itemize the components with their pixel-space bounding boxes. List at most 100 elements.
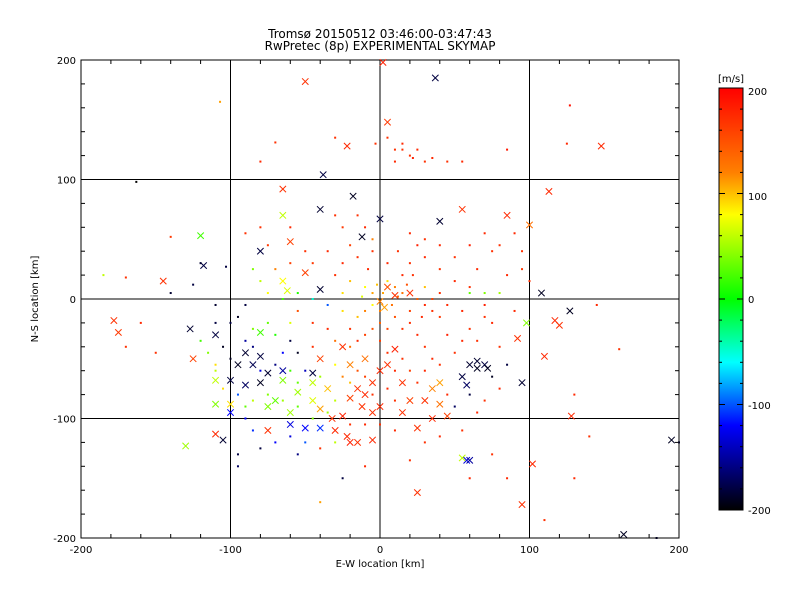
data-point-dot (371, 393, 374, 396)
data-point-dot (364, 465, 367, 468)
data-point-dot (393, 429, 396, 432)
data-point-dot (236, 465, 239, 468)
data-point-dot (251, 268, 254, 271)
data-point-x-marker (234, 361, 242, 369)
data-point-dot (274, 268, 277, 271)
data-point-dot (416, 298, 419, 300)
data-point-x-marker (346, 438, 354, 446)
colorbar-ticks (719, 87, 743, 511)
y-tick-label: 200 (57, 56, 76, 67)
data-point-x-marker (110, 316, 118, 325)
data-point-dot (334, 136, 337, 139)
data-point-dot (214, 321, 217, 324)
data-point-x-marker (473, 364, 481, 372)
data-point-x-marker (436, 400, 444, 408)
data-point-dot (281, 351, 284, 354)
data-point-x-marker (309, 369, 317, 377)
data-point-x-marker (667, 436, 676, 444)
data-point-x-marker (383, 361, 392, 369)
data-point-x-marker (406, 289, 414, 297)
data-point-x-marker (354, 438, 362, 446)
data-point-dot (386, 262, 389, 265)
data-point-x-marker (406, 397, 414, 405)
data-point-dot (199, 339, 202, 342)
data-point-dot (274, 333, 277, 336)
data-point-dot (244, 339, 247, 342)
data-point-x-marker (264, 426, 272, 435)
data-point-dot (326, 411, 329, 414)
data-point-x-marker (256, 247, 264, 255)
data-point-dot (296, 405, 299, 408)
data-point-dot (371, 327, 374, 330)
data-point-dot (311, 417, 314, 420)
data-point-x-marker (380, 303, 389, 311)
data-point-dot (356, 369, 359, 372)
data-point-dot (364, 226, 367, 229)
data-point-x-marker (522, 319, 531, 327)
data-point-x-marker (398, 408, 406, 417)
data-point-dot (266, 244, 269, 247)
data-point-x-marker (458, 373, 466, 381)
data-point-dot (483, 399, 486, 402)
data-point-dot (274, 441, 277, 444)
data-point-x-marker (428, 414, 436, 423)
data-point-x-marker (503, 211, 511, 219)
data-point-dot (169, 292, 172, 295)
data-point-dot (289, 262, 292, 265)
y-tick-label: 0 (70, 295, 76, 306)
data-point-x-marker (466, 361, 474, 369)
data-point-x-marker (279, 211, 287, 219)
data-point-x-marker (226, 376, 235, 384)
data-point-dot (408, 309, 411, 312)
data-point-dot (236, 393, 239, 396)
data-point-dot (438, 363, 441, 366)
data-point-dot (334, 441, 337, 444)
data-point-dot (416, 381, 419, 384)
data-point-dot (483, 303, 486, 306)
data-point-dot (289, 226, 292, 229)
y-axis-label: N-S location [km] (30, 256, 41, 343)
data-point-dot (361, 295, 364, 298)
data-point-x-marker (368, 408, 377, 417)
data-point-dot (431, 156, 434, 159)
data-point-dot (438, 315, 441, 318)
data-point-dot (393, 286, 396, 289)
data-point-dot (379, 309, 381, 312)
data-point-dot (222, 345, 225, 348)
chart-subtitle: RwPretec (8p) EXPERIMENTAL SKYMAP (265, 39, 496, 53)
data-point-x-marker (376, 402, 384, 411)
data-point-dot (491, 453, 494, 456)
data-point-x-marker (358, 233, 366, 241)
data-point-dot (326, 303, 329, 306)
data-point-dot (364, 423, 367, 426)
data-point-x-marker (358, 402, 366, 411)
data-point-x-marker (286, 408, 294, 417)
data-point-dot (251, 327, 254, 330)
data-point-dot (431, 357, 434, 360)
data-point-x-marker (316, 355, 324, 363)
data-point-dot (266, 292, 269, 295)
data-point-x-marker (339, 343, 347, 351)
data-point-dot (411, 156, 414, 159)
data-point-dot (506, 148, 509, 151)
data-point-dot (423, 286, 426, 289)
data-point-dot (401, 142, 404, 145)
data-point-dot (386, 136, 389, 139)
data-point-dot (259, 160, 262, 163)
data-point-dot (341, 309, 344, 312)
data-point-x-marker (226, 400, 235, 408)
data-point-dot (386, 280, 389, 283)
data-point-dot (289, 435, 292, 438)
data-point-dot (513, 309, 516, 312)
data-points (102, 58, 680, 539)
colorbar-tick-label: -200 (748, 506, 771, 517)
colorbar: [m/s] 200 100 0 -100 -200 (718, 74, 771, 517)
data-point-dot (595, 303, 598, 306)
data-point-dot (461, 339, 464, 342)
data-point-dot (423, 256, 426, 259)
data-point-dot (364, 375, 367, 378)
minor-ticks (80, 59, 680, 539)
data-point-x-marker (428, 385, 436, 393)
data-point-x-marker (159, 277, 167, 285)
data-point-x-marker (279, 367, 287, 375)
